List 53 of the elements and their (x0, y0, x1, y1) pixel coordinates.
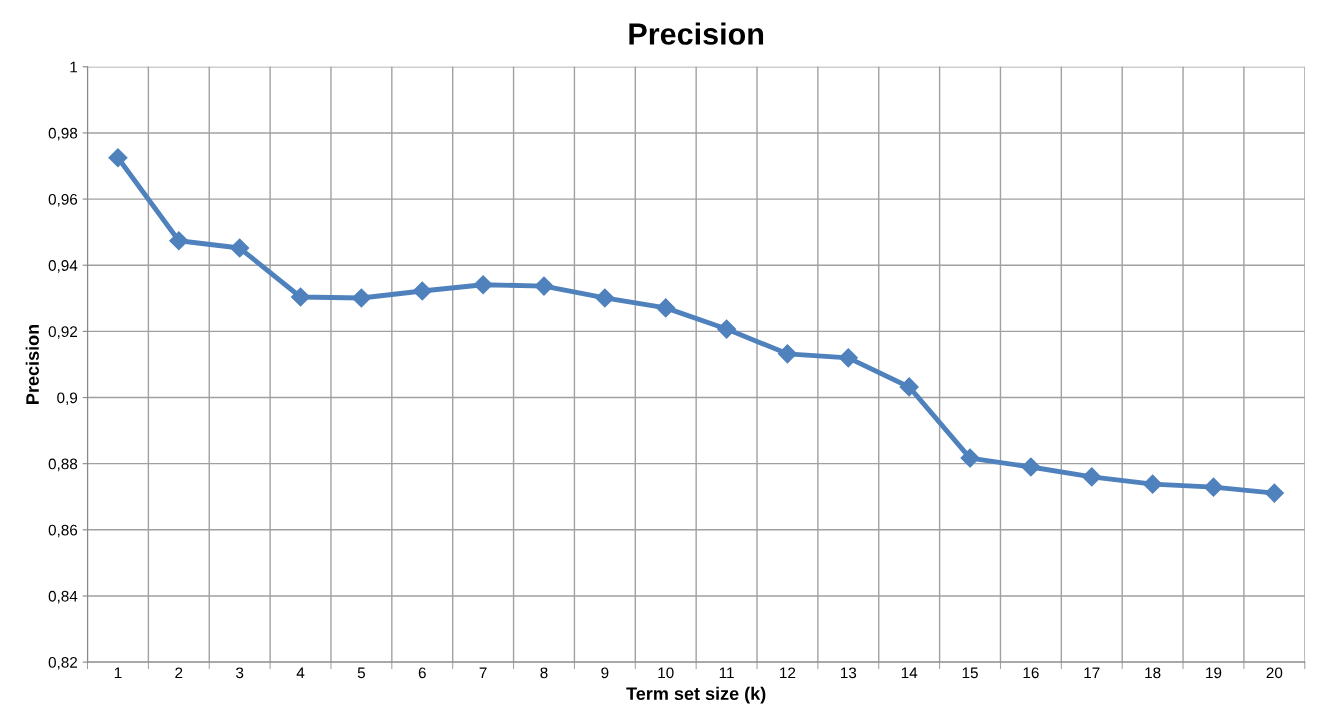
x-axis-title: Term set size (k) (626, 686, 766, 704)
point (656, 298, 676, 318)
y-tick-label: 0,9 (57, 392, 78, 406)
y-axis-title: Precision (25, 324, 39, 404)
point (899, 377, 919, 397)
point (1082, 467, 1102, 487)
x-tick-label: 7 (479, 667, 487, 679)
y-tick-label: 0,82 (48, 656, 78, 670)
x-tick-label: 14 (901, 667, 918, 679)
point (412, 281, 432, 301)
point (595, 288, 615, 308)
point (473, 275, 493, 295)
point (230, 238, 250, 258)
x-tick-label: 13 (840, 667, 857, 679)
point (108, 148, 128, 168)
x-tick-label: 15 (962, 667, 978, 679)
x-tick-label: 11 (719, 667, 734, 679)
x-tick-label: 4 (296, 667, 305, 679)
x-tick-label: 20 (1266, 667, 1283, 679)
point (717, 319, 737, 339)
x-tick-label: 10 (658, 667, 674, 679)
x-tick-label: 2 (175, 667, 183, 679)
point (838, 348, 858, 368)
x-tick-label: 19 (1206, 667, 1222, 679)
x-tick-label: 12 (780, 667, 796, 679)
point (351, 288, 371, 308)
point (777, 344, 797, 364)
point (960, 448, 980, 468)
point (291, 287, 311, 307)
y-tick-label: 0,88 (48, 458, 78, 472)
chart-title: Precision (629, 22, 764, 45)
point (1143, 474, 1163, 494)
y-tick-label: 0,98 (48, 127, 78, 141)
x-tick-label: 18 (1145, 667, 1161, 679)
point (169, 231, 189, 251)
point (1021, 457, 1041, 477)
y-tick-label: 0,84 (48, 590, 78, 604)
point (534, 276, 554, 296)
point (1264, 483, 1284, 503)
y-tick-label: 0,92 (48, 326, 78, 339)
x-tick-label: 5 (357, 667, 366, 679)
x-tick-label: 3 (236, 667, 244, 679)
y-tick-label: 0,86 (48, 524, 78, 538)
x-tick-label: 8 (540, 667, 548, 679)
x-tick-label: 1 (114, 667, 122, 679)
y-tick-label: 0,94 (48, 260, 78, 273)
x-tick-label: 9 (601, 667, 609, 679)
y-tick-label: 1 (70, 61, 78, 73)
point (1203, 477, 1224, 497)
y-tick-label: 0,96 (48, 193, 78, 207)
x-tick-label: 16 (1023, 667, 1039, 679)
x-tick-label: 6 (418, 667, 426, 679)
x-tick-label: 17 (1084, 667, 1100, 679)
